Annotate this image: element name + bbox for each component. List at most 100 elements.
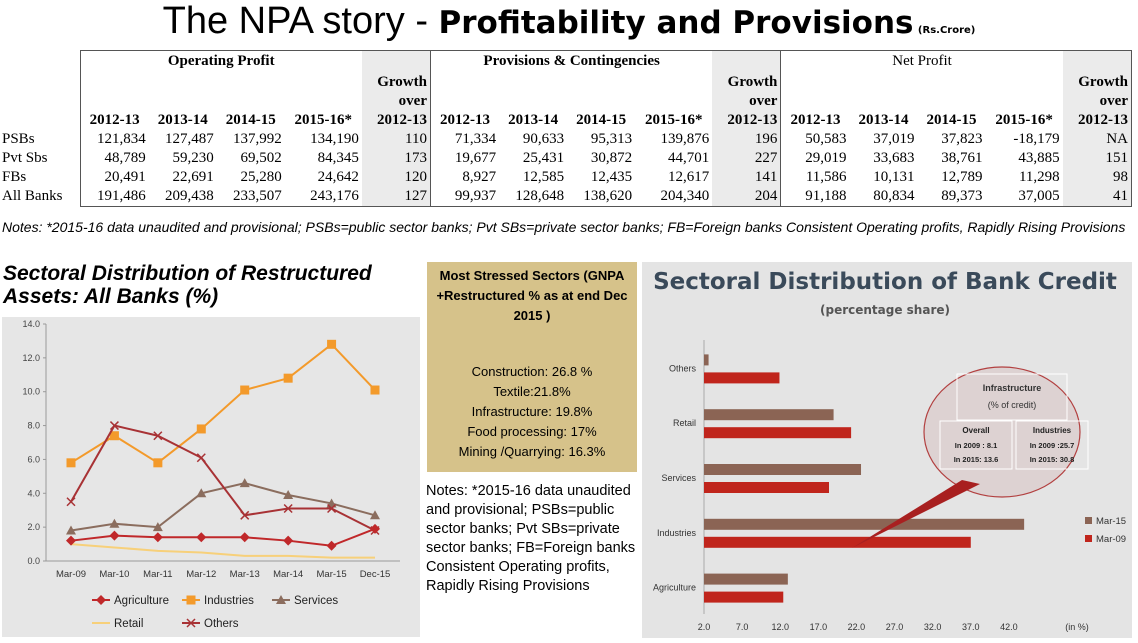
y-tick-label: 2.0 — [27, 522, 40, 532]
growth-cell: 151 — [1062, 148, 1132, 168]
table-row: Pvt Sbs 48,789 59,230 69,502 84,345 173 19,677… — [0, 148, 1132, 168]
annotation-label: Industries — [1033, 426, 1072, 435]
table-cell: 69,502 — [240, 149, 282, 166]
bar-mar-09 — [704, 482, 830, 493]
year-header: 2015-16* — [294, 111, 353, 128]
series-point — [326, 540, 337, 551]
stressed-item: Mining /Quarrying: 16.3% — [458, 444, 606, 459]
annotation-box — [956, 373, 1068, 421]
year-header: 2014-15 — [576, 111, 627, 128]
series-line-agriculture — [70, 527, 376, 547]
series-point — [283, 535, 294, 546]
growth-label-pc-2: over — [712, 91, 781, 111]
table-cell: 12,789 — [941, 168, 983, 185]
series-point — [327, 339, 337, 349]
table-cell: 71,334 — [429, 129, 500, 149]
series-point — [239, 478, 250, 488]
title-main: The NPA story - — [162, 0, 439, 42]
growth-label-pc-1: Growth — [712, 72, 781, 92]
year-header: 2015-16* — [995, 111, 1053, 128]
bar-mar-15 — [704, 464, 862, 475]
series-point — [153, 431, 163, 441]
year-header: 2012-13 — [712, 110, 781, 130]
table-cell: 243,176 — [284, 186, 362, 207]
series-point — [327, 503, 337, 514]
series-point — [109, 431, 119, 441]
series-point — [283, 373, 293, 383]
annotation-line: In 2009 :25.7 — [1030, 441, 1075, 450]
table-cell: 25,431 — [522, 149, 565, 166]
x-tick-label: Mar-09 — [56, 569, 86, 580]
series-point — [152, 522, 163, 532]
row-label: All Banks — [2, 187, 63, 204]
series-point — [186, 618, 196, 628]
y-tick-label: 14.0 — [22, 319, 40, 329]
year-header: 2015-16* — [644, 111, 703, 128]
legend-label: Agriculture — [114, 595, 169, 607]
stressed-title: Most Stressed Sectors (GNPA +Restructure… — [436, 268, 628, 323]
year-header: 2012-13 — [429, 110, 500, 130]
year-header: 2012-13 — [780, 110, 850, 130]
bar-mar-15 — [704, 354, 709, 366]
series-point — [196, 532, 207, 543]
series-point — [66, 525, 76, 535]
bar-mar-09 — [704, 536, 971, 548]
table-corner — [0, 51, 80, 73]
growth-cell: 41 — [1062, 186, 1132, 207]
legend-label: Others — [204, 618, 239, 630]
growth-spacer-1 — [361, 50, 431, 73]
y-tick-label: 4.0 — [27, 488, 40, 498]
credit-subtitle: (percentage share) — [820, 303, 950, 317]
bar-mar-15 — [704, 518, 1025, 530]
table-cell: 209,438 — [148, 186, 217, 207]
table-cell: 233,507 — [216, 186, 285, 207]
category-label: Industries — [657, 528, 697, 538]
year-header: 2013-14 — [858, 111, 909, 128]
year-header: 2013-14 — [157, 111, 208, 128]
x-tick-label: 17.0 — [810, 622, 828, 632]
group-operating-profit: Operating Profit — [79, 50, 362, 73]
year-header: 2014-15 — [225, 111, 276, 128]
stressed-list: Construction: 26.8 % Textile:21.8% Infra… — [427, 362, 637, 462]
group-net-profit: Net Profit — [780, 50, 1063, 73]
table-row: FBs 20,491 22,691 25,280 24,642 120 8,927 12,58… — [0, 167, 1132, 187]
title-bold: Profitability and Provisions — [438, 5, 914, 41]
series-point — [152, 532, 163, 543]
x-tick-label: Mar-13 — [230, 569, 260, 580]
legend-swatch — [1085, 517, 1092, 524]
table-cell: 37,019 — [873, 130, 915, 147]
table-cell: 43,885 — [1018, 149, 1060, 166]
x-tick-label: 32.0 — [924, 622, 942, 632]
legend-label: Mar-15 — [1096, 516, 1126, 527]
table-cell: 11,298 — [1018, 168, 1060, 185]
x-tick-label: Mar-12 — [186, 569, 216, 580]
row-label: FBs — [2, 168, 27, 185]
stressed-item: Food processing: 17% — [467, 424, 597, 439]
table-cell: 8,927 — [429, 167, 500, 187]
x-tick-label: 27.0 — [886, 622, 904, 632]
year-header: 2012-13 — [361, 110, 431, 130]
x-tick-label: Dec-15 — [360, 569, 391, 580]
category-label: Services — [661, 473, 696, 483]
table-cell: 59,230 — [172, 149, 214, 166]
table-row: All Banks 191,486 209,438 233,507 243,176 127… — [0, 186, 1132, 207]
table-cell: 11,586 — [780, 167, 850, 187]
stressed-item: Construction: 26.8 % — [471, 364, 593, 379]
year-header: 2013-14 — [508, 111, 559, 128]
table-cell: 12,617 — [668, 168, 710, 185]
year-header: 2012-13 — [1062, 110, 1132, 130]
x-axis-label: (in %) — [1065, 622, 1089, 632]
growth-label-np-2: over — [1062, 91, 1132, 111]
table-cell: 29,019 — [780, 148, 850, 168]
table-cell: 121,834 — [79, 129, 149, 149]
table-cell: 19,677 — [429, 148, 500, 168]
table-cell: 138,620 — [567, 186, 636, 207]
table-cell: 91,188 — [780, 186, 850, 207]
row-label: Pvt Sbs — [2, 149, 48, 166]
stressed-item: Infrastructure: 19.8% — [471, 404, 593, 419]
category-label: Retail — [673, 418, 696, 428]
annotation-pointer — [852, 480, 980, 548]
y-tick-label: 0.0 — [27, 556, 40, 566]
year-header: 2014-15 — [926, 111, 977, 128]
table-row: PSBs 121,834 127,487 137,992 134,190 110 71,33… — [0, 129, 1132, 149]
